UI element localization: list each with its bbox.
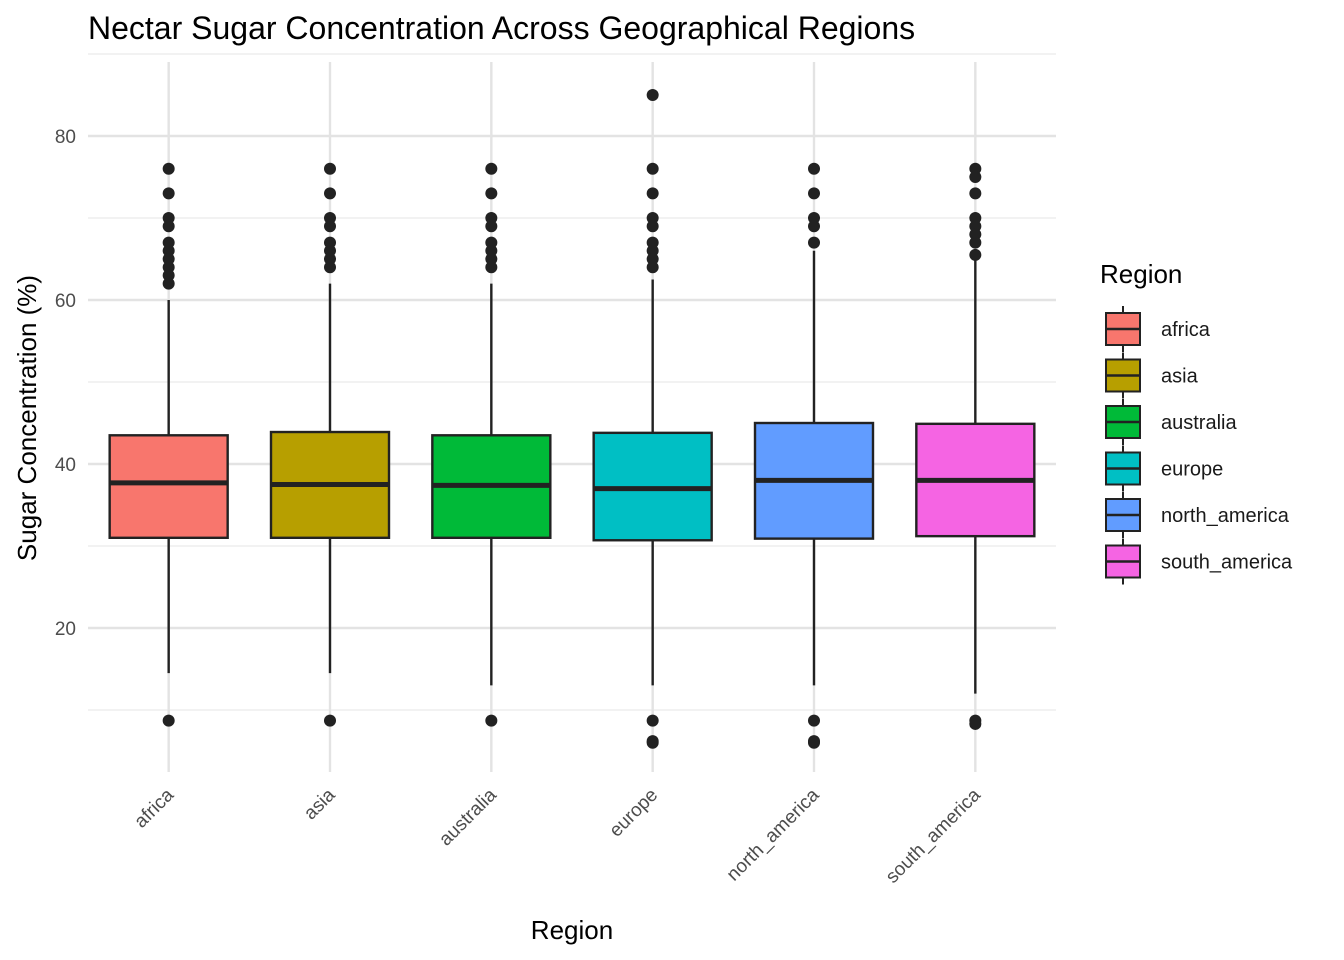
legend-label: africa	[1161, 319, 1211, 341]
outlier-point	[162, 162, 175, 175]
outlier-point	[324, 212, 336, 224]
outlier-point	[969, 220, 982, 233]
legend-item-australia: australia	[1105, 399, 1237, 445]
box-layer	[108, 89, 1036, 749]
box-north_america	[753, 162, 875, 749]
x-tick-label: north_america	[723, 784, 824, 885]
outlier-point	[162, 714, 175, 727]
legend-item-europe: europe	[1105, 445, 1223, 492]
outlier-point	[969, 162, 982, 175]
legend-label: europe	[1161, 459, 1223, 481]
outlier-point	[324, 187, 336, 200]
outlier-point	[808, 236, 820, 249]
x-tick-label: australia	[435, 784, 501, 850]
outlier-point	[969, 717, 982, 730]
outlier-point	[485, 162, 498, 175]
legend-item-asia: asia	[1105, 352, 1199, 399]
outlier-point	[324, 244, 336, 257]
chart-title: Nectar Sugar Concentration Across Geogra…	[88, 10, 915, 46]
outlier-point	[969, 187, 982, 200]
y-tick-label: 60	[55, 291, 76, 312]
outlier-point	[485, 187, 498, 200]
outlier-point	[808, 187, 820, 200]
outlier-point	[646, 236, 659, 249]
x-axis-title: Region	[531, 915, 613, 945]
x-tick-label: africa	[130, 784, 178, 832]
x-axis: africa asia australia europe north_america so…	[130, 784, 985, 887]
outlier-point	[324, 253, 336, 265]
outlier-point	[485, 244, 498, 257]
legend-item-north_america: north_america	[1105, 492, 1290, 538]
outlier-point	[646, 714, 659, 727]
outlier-point	[162, 253, 175, 265]
outlier-point	[646, 187, 659, 200]
outlier-point	[324, 220, 336, 233]
outlier-point	[646, 253, 659, 265]
grid	[88, 53, 1056, 772]
outlier-point	[485, 212, 498, 224]
y-axis: 20 40 60 80	[55, 127, 76, 640]
outlier-point	[162, 212, 175, 224]
box-body	[108, 434, 229, 539]
legend-item-africa: africa	[1105, 306, 1211, 352]
outlier-point	[162, 244, 175, 257]
outlier-point	[485, 236, 498, 249]
outlier-point	[808, 212, 820, 224]
outlier-point	[969, 248, 982, 261]
box-africa	[108, 162, 229, 727]
outlier-point	[324, 162, 336, 175]
outlier-point	[646, 244, 659, 257]
outlier-point	[162, 220, 175, 233]
y-tick-label: 80	[55, 127, 76, 148]
outlier-point	[969, 171, 982, 183]
legend-label: australia	[1161, 412, 1237, 434]
outlier-point	[808, 162, 820, 175]
outlier-point	[646, 162, 659, 175]
x-tick-label: south_america	[882, 784, 985, 887]
outlier-point	[808, 736, 820, 749]
y-tick-label: 40	[55, 455, 76, 476]
outlier-point	[646, 89, 659, 101]
outlier-point	[485, 261, 498, 274]
y-tick-label: 20	[55, 619, 76, 640]
outlier-point	[808, 714, 820, 727]
outlier-point	[485, 253, 498, 265]
outlier-point	[646, 220, 659, 233]
outlier-point	[808, 220, 820, 233]
legend-label: south_america	[1161, 552, 1293, 574]
legend-title: Region	[1100, 259, 1182, 289]
outlier-point	[324, 236, 336, 249]
outlier-point	[162, 187, 175, 200]
x-tick-label: asia	[300, 784, 340, 824]
outlier-point	[162, 269, 175, 282]
legend: Region africa asia australia europe north_am…	[1100, 259, 1293, 585]
outlier-point	[646, 212, 659, 224]
outlier-point	[646, 261, 659, 274]
outlier-point	[162, 261, 175, 274]
outlier-point	[162, 277, 175, 290]
box-south_america	[915, 162, 1036, 730]
y-axis-title: Sugar Concentration (%)	[12, 275, 42, 561]
outlier-point	[162, 236, 175, 249]
outlier-point	[969, 212, 982, 224]
outlier-point	[969, 236, 982, 249]
box-australia	[431, 162, 552, 727]
outlier-point	[485, 714, 498, 727]
x-tick-label: europe	[606, 785, 663, 842]
legend-label: north_america	[1161, 505, 1290, 527]
outlier-point	[324, 261, 336, 274]
outlier-point	[969, 228, 982, 241]
legend-item-south_america: south_america	[1105, 538, 1293, 585]
outlier-point	[485, 220, 498, 233]
outlier-point	[646, 736, 659, 749]
box-europe	[592, 89, 713, 749]
legend-label: asia	[1161, 366, 1199, 388]
outlier-point	[324, 714, 336, 727]
box-asia	[269, 162, 391, 727]
